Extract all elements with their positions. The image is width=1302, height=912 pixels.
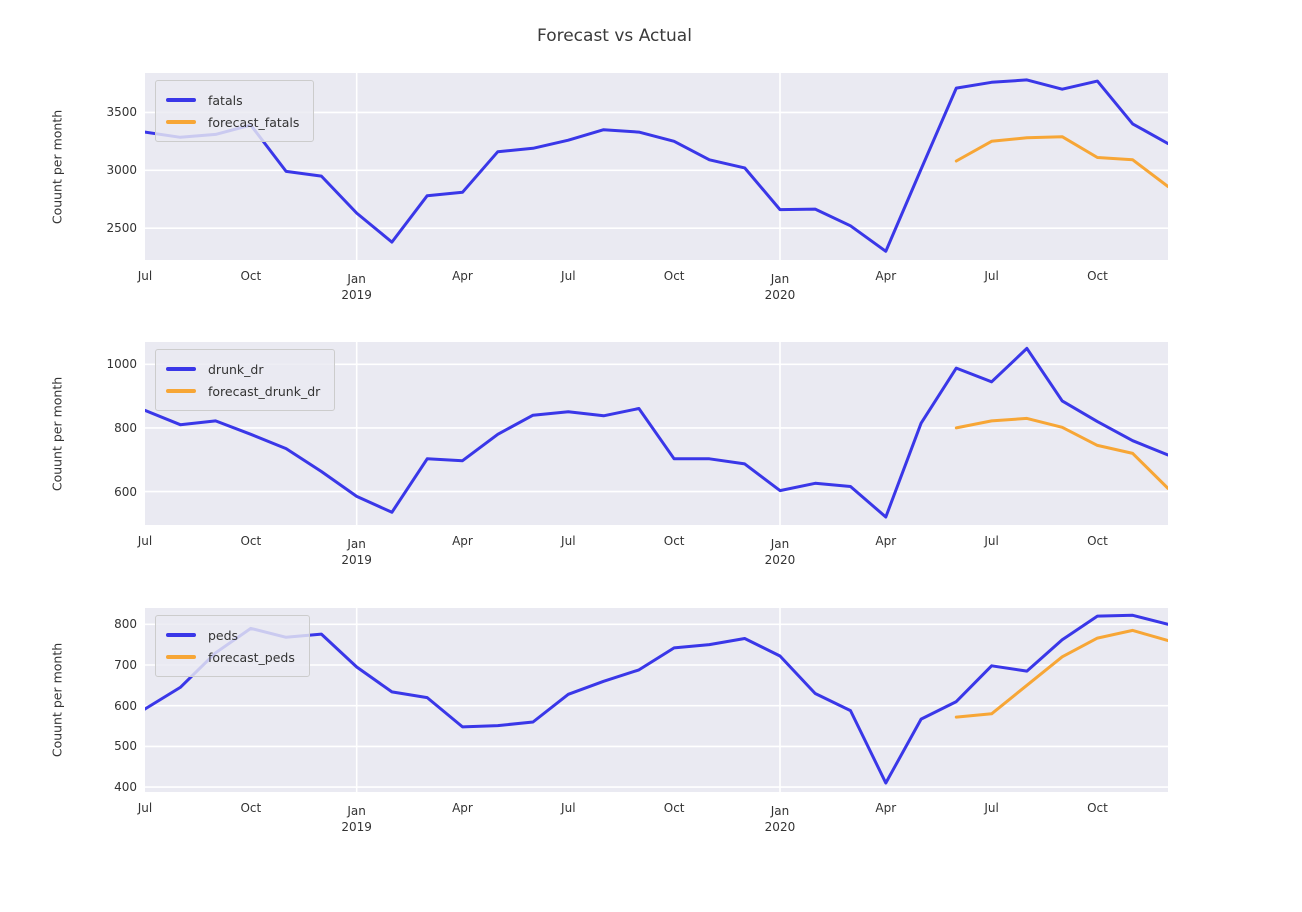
series-forecast_peds [954, 628, 1168, 719]
fatals-chart [145, 73, 1168, 260]
x-tick-label: Apr [875, 534, 897, 548]
plot-area-peds: peds forecast_peds [145, 608, 1168, 792]
y-tick-label: 3000 [106, 163, 137, 178]
y-tick-label: 600 [114, 698, 137, 713]
legend-item-actual: fatals [166, 89, 299, 111]
x-tick-label: Jul [561, 534, 576, 548]
x-tick-label-major: Jan 2020 [764, 272, 796, 302]
legend-item-forecast: forecast_peds [166, 646, 295, 668]
x-tick-label: Apr [875, 801, 897, 815]
x-tick-label: Apr [452, 534, 473, 548]
x-tick-label: Oct [1087, 269, 1108, 283]
x-tick-label-major: Jan 2019 [341, 537, 372, 567]
x-tick-label: Oct [663, 801, 685, 815]
x-tick-label: Jul [561, 269, 576, 283]
x-tick-label: Jul [984, 269, 999, 283]
x-tick-label: Jul [984, 801, 999, 815]
x-tick-label: Oct [240, 269, 262, 283]
y-axis-label: Couunt per month [49, 109, 65, 224]
x-tick-label: Oct [663, 269, 685, 283]
y-tick-label: 600 [114, 484, 137, 499]
x-tick-label-major: Jan 2019 [341, 804, 372, 834]
legend-item-actual: drunk_dr [166, 358, 320, 380]
series-fatals [145, 78, 1168, 253]
x-tick-label: Jul [137, 269, 153, 283]
x-tick-label: Apr [452, 801, 473, 815]
y-tick-label: 800 [114, 420, 137, 435]
legend-item-forecast: forecast_drunk_dr [166, 380, 320, 402]
legend-line-actual-icon [166, 367, 196, 371]
plot-area-drunk-dr: drunk_dr forecast_drunk_dr [145, 342, 1168, 525]
legend-label: forecast_drunk_dr [208, 383, 321, 399]
legend-label: drunk_dr [208, 361, 264, 377]
x-tick-label-major: Jan 2020 [764, 804, 796, 834]
x-tick-label: Oct [1087, 534, 1108, 548]
legend-line-actual-icon [166, 98, 196, 102]
x-tick-label: Oct [240, 534, 262, 548]
y-tick-label: 1000 [106, 357, 137, 372]
y-tick-label: 500 [114, 739, 137, 754]
y-tick-label: 2500 [106, 221, 137, 236]
x-tick-label: Jul [561, 801, 576, 815]
x-tick-label: Apr [875, 269, 897, 283]
series-peds [145, 613, 1168, 785]
legend-label: forecast_peds [208, 649, 295, 665]
series-forecast_drunk_dr [954, 416, 1168, 490]
y-axis-label: Couunt per month [49, 642, 65, 758]
x-tick-label: Jul [137, 534, 153, 548]
legend-peds: peds forecast_peds [155, 615, 310, 677]
chart-title: Forecast vs Actual [537, 26, 692, 46]
legend-label: peds [208, 627, 239, 643]
x-tick-label: Jul [984, 534, 999, 548]
legend-line-forecast-icon [166, 655, 196, 659]
legend-line-forecast-icon [166, 120, 196, 124]
y-axis-label: Couunt per month [49, 376, 65, 491]
legend-item-actual: peds [166, 624, 295, 646]
y-tick-label: 700 [114, 657, 137, 672]
y-tick-label: 800 [114, 617, 137, 632]
peds-chart [145, 608, 1168, 792]
x-tick-label: Apr [452, 269, 473, 283]
plot-area-fatals: fatals forecast_fatals [145, 73, 1168, 260]
x-tick-label: Oct [240, 801, 262, 815]
legend-item-forecast: forecast_fatals [166, 111, 299, 133]
series-forecast_fatals [954, 135, 1168, 188]
x-tick-label: Oct [1087, 801, 1108, 815]
series-drunk_dr [145, 346, 1168, 519]
x-tick-label: Oct [663, 534, 685, 548]
y-tick-label: 400 [114, 780, 137, 795]
x-tick-label-major: Jan 2019 [341, 272, 372, 302]
x-tick-label: Jul [137, 801, 153, 815]
legend-drunk-dr: drunk_dr forecast_drunk_dr [155, 349, 336, 411]
y-tick-label: 3500 [106, 105, 137, 120]
x-tick-label-major: Jan 2020 [764, 537, 796, 567]
legend-line-forecast-icon [166, 389, 196, 393]
legend-label: fatals [208, 92, 243, 108]
legend-fatals: fatals forecast_fatals [155, 80, 315, 142]
legend-line-actual-icon [166, 633, 196, 637]
legend-label: forecast_fatals [208, 114, 300, 130]
